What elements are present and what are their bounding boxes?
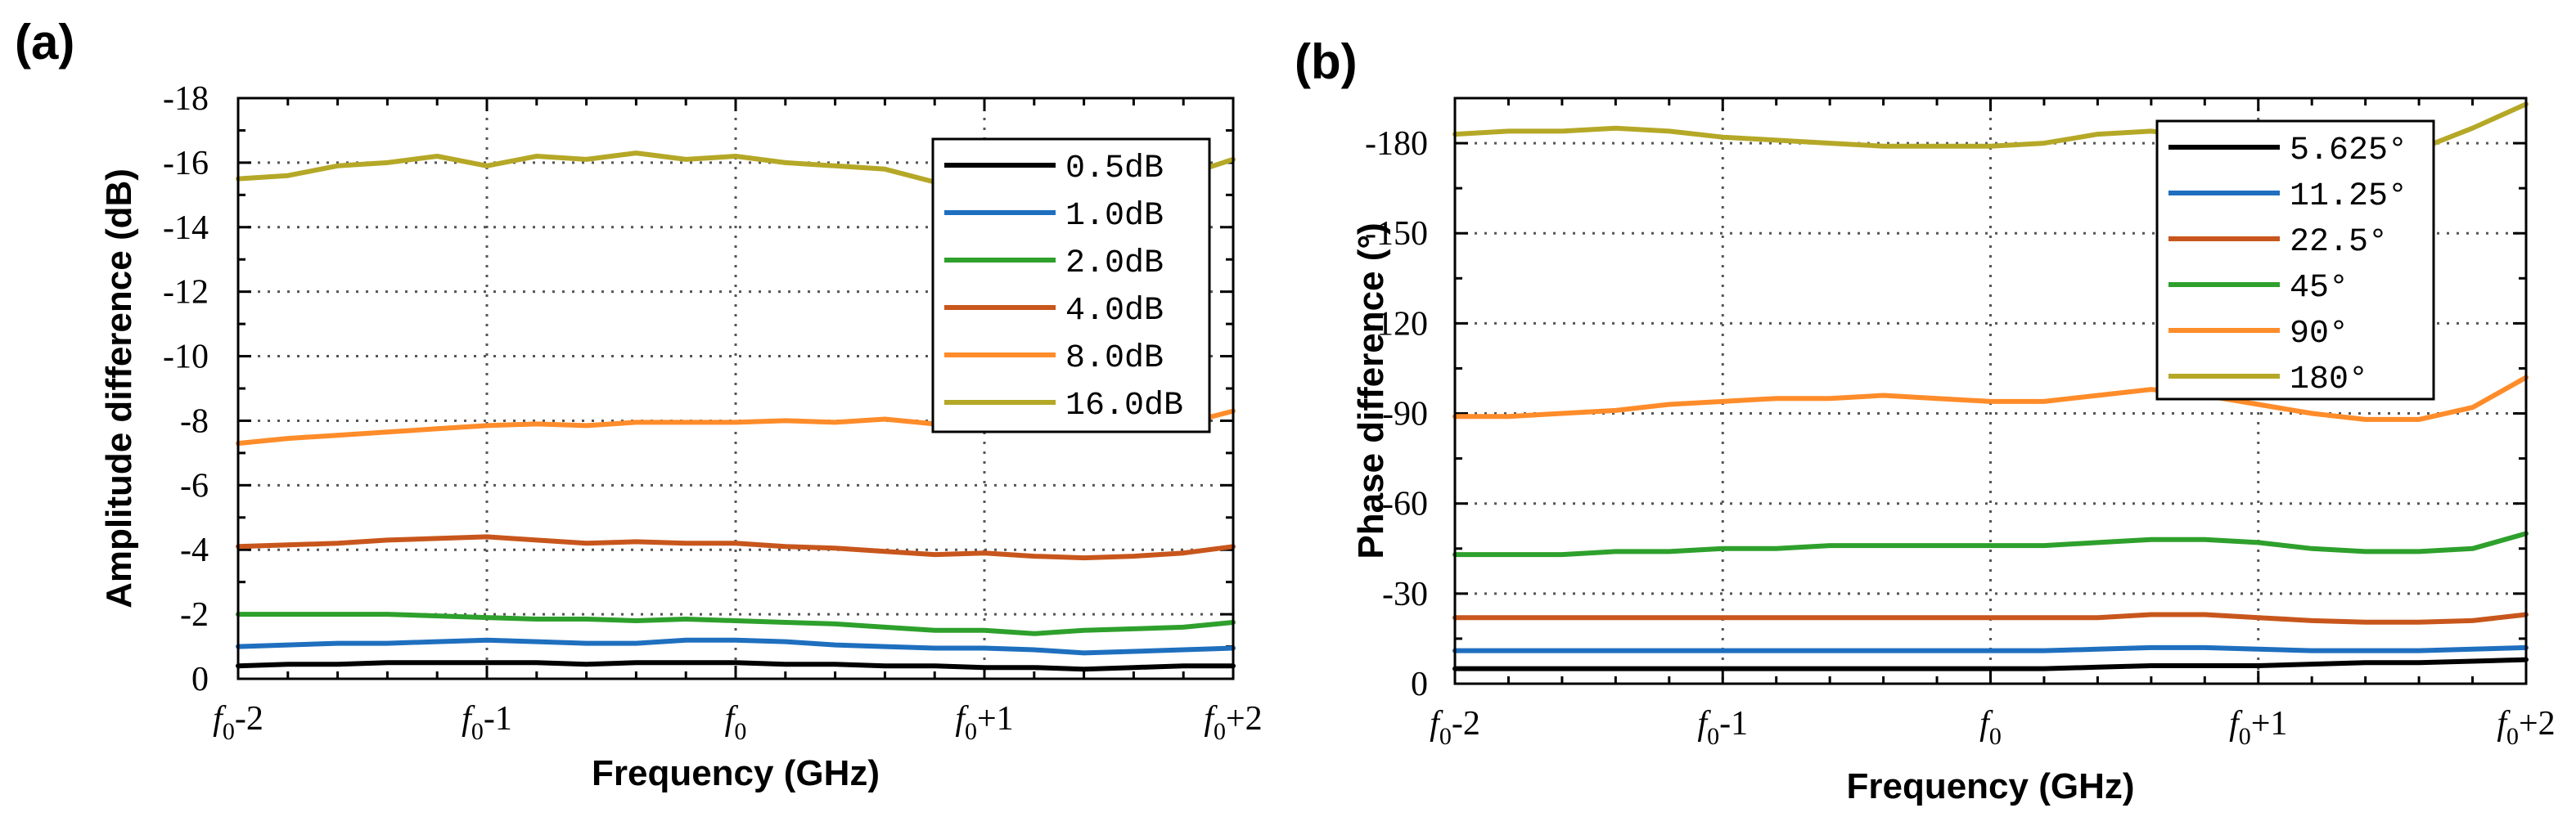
y-tick-label: -4 <box>180 532 209 569</box>
series-line <box>1452 375 2529 422</box>
y-tick-label: -12 <box>163 274 209 312</box>
x-tick-label: f0 <box>725 700 747 745</box>
y-tick-label: -18 <box>163 80 209 118</box>
legend-box <box>2155 119 2435 401</box>
panel-a: (a) f0-2 f0-1 f0 f0+1 f0+2 0 -2 -4 -6 -8 -10 -12 -14 -… <box>15 15 1263 793</box>
series-line <box>236 637 1236 656</box>
plot-area-frame <box>1453 97 2528 685</box>
y-tick-label: -180 <box>1365 125 1428 163</box>
y-tick-label: -6 <box>180 467 209 505</box>
series-line <box>236 612 1236 636</box>
y-tick-label: -120 <box>1365 305 1428 343</box>
y-axis-title: Amplitude difference (dB) <box>99 168 139 608</box>
y-tick-label: -8 <box>180 402 209 440</box>
y-tick-label: 0 <box>191 661 209 698</box>
legend: 0.5dB 1.0dB 2.0dB 4.0dB 8.0dB 16.0dB <box>931 137 1211 433</box>
series-line <box>1452 531 2529 558</box>
legend-entry-label: 8.0dB <box>1065 340 1164 377</box>
series-line <box>1452 657 2529 671</box>
y-tick-label: -16 <box>163 145 209 182</box>
y-tick-label: -10 <box>163 339 209 376</box>
x-tick-label: f0+1 <box>955 700 1013 745</box>
legend-entry-label: 45° <box>2290 270 2349 307</box>
x-axis-title: Frequency (GHz) <box>1846 766 2134 806</box>
legend-entry-label: 0.5dB <box>1065 150 1164 187</box>
x-tick-label: f0+2 <box>2497 705 2555 750</box>
legend-entry-label: 16.0dB <box>1065 388 1183 424</box>
x-tick-label: f0+1 <box>2229 705 2287 750</box>
legend-entry-label: 5.625° <box>2290 132 2407 169</box>
legend-box <box>931 137 1211 433</box>
y-tick-label: -2 <box>180 596 209 634</box>
y-tick-label: -30 <box>1382 576 1428 613</box>
y-tick-label: -90 <box>1382 396 1428 433</box>
legend-entry-label: 180° <box>2290 361 2368 398</box>
legend-entry-label: 11.25° <box>2290 178 2407 215</box>
y-tick-label: -150 <box>1365 215 1428 253</box>
series-line <box>236 660 1236 672</box>
y-tick-label: 0 <box>1411 666 1428 703</box>
x-tick-label: f0-1 <box>1697 705 1748 750</box>
panel-b: (b) f0-2 f0-1 f0 f0+1 f0+2 0 -30 -60 -90 -120 -150 -… <box>1295 34 2556 806</box>
y-tick-label: -60 <box>1382 486 1428 523</box>
x-tick-label: f0+2 <box>1204 700 1262 745</box>
legend-entry-label: 1.0dB <box>1065 198 1164 235</box>
x-tick-label: f0-2 <box>213 700 263 745</box>
y-tick-label: -14 <box>163 209 209 247</box>
legend-entry-label: 90° <box>2290 316 2349 352</box>
plot-area-frame <box>236 97 1235 680</box>
legend-entry-label: 4.0dB <box>1065 293 1164 330</box>
panel-label: (b) <box>1295 34 1358 89</box>
x-tick-label: f0 <box>1979 705 2002 750</box>
legend-entry-label: 2.0dB <box>1065 245 1164 282</box>
x-tick-label: f0-1 <box>462 700 512 745</box>
legend: 5.625° 11.25° 22.5° 45° 90° 180° <box>2155 119 2435 401</box>
series-line <box>1452 644 2529 653</box>
series-line <box>236 534 1236 561</box>
panel-label: (a) <box>15 15 74 70</box>
series-line <box>1452 612 2529 625</box>
x-tick-label: f0-2 <box>1430 705 1480 750</box>
legend-entry-label: 22.5° <box>2290 224 2388 261</box>
y-axis-title: Phase difference (°) <box>1351 222 1391 559</box>
x-axis-title: Frequency (GHz) <box>592 753 880 793</box>
